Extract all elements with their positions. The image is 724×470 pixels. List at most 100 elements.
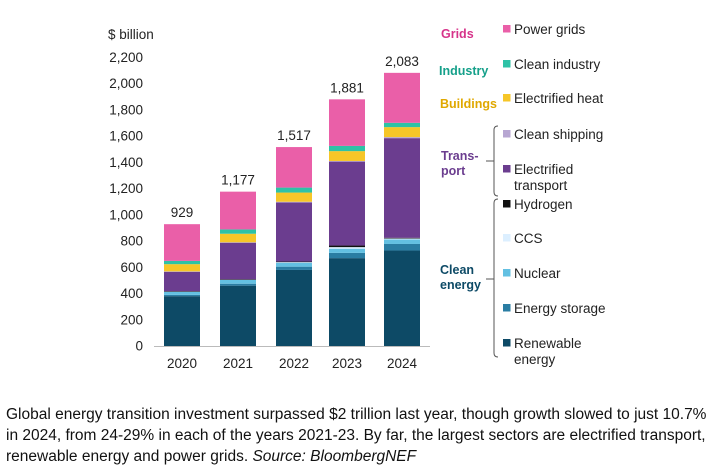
y-axis: 0 200 400 600 800 1,000 1,200 1,400 1,600 1,800 2,…: [109, 50, 143, 354]
bar-segment-hydrogen-2022: [276, 261, 312, 263]
bar-segment-transport-2024: [384, 138, 420, 238]
legend-swatch-nuclear: [503, 269, 511, 277]
bar-segment-heat-2021: [220, 233, 256, 243]
chart-caption: Global energy transition investment surp…: [6, 404, 718, 467]
y-tick-label: 600: [120, 260, 143, 275]
y-tick-label: 1,400: [109, 155, 143, 170]
x-tick-label: 2022: [279, 356, 309, 371]
legend-label-ccs: CCS: [514, 231, 543, 246]
bar-segment-grids-2021: [220, 191, 256, 230]
bar-segment-hydrogen-2021: [220, 279, 256, 280]
bar-segment-nuclear-2020: [164, 291, 200, 295]
bar-segment-industry-2020: [164, 260, 200, 265]
bar-segment-industry-2021: [220, 229, 256, 234]
bar-segment-nuclear-2021: [220, 279, 256, 284]
bar-segment-grids-2022: [276, 147, 312, 188]
bar-segment-heat-2024: [384, 127, 420, 138]
legend-swatch-heat: [503, 94, 511, 102]
y-tick-label: 0: [135, 339, 143, 354]
y-tick-label: 1,000: [109, 207, 143, 222]
bar-segment-shipping-2024: [384, 137, 420, 139]
bar-segment-storage-2021: [220, 283, 256, 286]
y-tick-label: 2,200: [109, 50, 143, 65]
x-tick-label: 2020: [167, 356, 197, 371]
stacked-bar-chart: $ billion 0 200 400 600 800 1,000 1,200 1,400 1,…: [108, 22, 606, 371]
bar-segment-renewable-2024: [384, 250, 420, 346]
bar-total-label: 1,881: [330, 80, 364, 95]
legend-swatch-ccs: [503, 234, 511, 242]
group-label-clean: Clean: [440, 263, 474, 277]
bar-segment-transport-2023: [329, 161, 365, 246]
caption-source: Source: BloombergNEF: [252, 448, 417, 465]
y-tick-label: 400: [120, 286, 143, 301]
bar-segment-nuclear-2022: [276, 262, 312, 267]
bar-total-label: 929: [171, 205, 194, 220]
bar-segment-heat-2022: [276, 192, 312, 202]
transport-bracket: [493, 125, 499, 197]
legend-swatch-hydrogen: [503, 200, 511, 208]
group-label-industry: Industry: [439, 64, 488, 78]
bar-segment-shipping-2023: [329, 160, 365, 162]
x-tick-label: 2021: [223, 356, 253, 371]
y-tick-label: 2,000: [109, 76, 143, 91]
bar-segment-hydrogen-2020: [164, 291, 200, 292]
bar-segment-industry-2024: [384, 122, 420, 128]
legend: Power grids Clean industry Electrified hea…: [439, 22, 606, 367]
legend-label-shipping: Clean shipping: [514, 127, 603, 142]
bar-segment-storage-2023: [329, 252, 365, 259]
bar-segment-storage-2022: [276, 266, 312, 270]
y-tick-label: 1,600: [109, 129, 143, 144]
legend-swatch-renewable: [503, 339, 511, 347]
bar-segment-ccs-2024: [384, 238, 420, 240]
legend-label-hydrogen: Hydrogen: [514, 197, 573, 212]
bar-segment-renewable-2023: [329, 258, 365, 346]
clean-energy-bracket: [493, 198, 499, 358]
group-label-grids: Grids: [441, 27, 474, 41]
bar-segment-heat-2023: [329, 151, 365, 161]
bar-segment-shipping-2021: [220, 242, 256, 243]
legend-label-transport: transport: [514, 178, 568, 193]
legend-swatch-storage: [503, 304, 511, 312]
bar-segment-grids-2024: [384, 72, 420, 123]
y-tick-label: 1,200: [109, 181, 143, 196]
legend-label-heat: Electrified heat: [514, 91, 604, 106]
bar-total-label: 2,083: [385, 54, 419, 69]
bar-segment-transport-2020: [164, 271, 200, 292]
y-axis-unit-label: $ billion: [108, 27, 154, 42]
legend-label-storage: Energy storage: [514, 301, 606, 316]
bar-segment-storage-2020: [164, 294, 200, 297]
bar-segment-grids-2023: [329, 99, 365, 146]
bar-segment-renewable-2021: [220, 285, 256, 346]
group-label-transport: Trans-: [441, 149, 479, 163]
bar-segment-transport-2022: [276, 202, 312, 262]
bar-segment-nuclear-2023: [329, 248, 365, 253]
legend-swatch-grids: [503, 25, 511, 33]
bar-segment-transport-2021: [220, 242, 256, 280]
bar-segment-grids-2020: [164, 224, 200, 261]
bar-segment-heat-2020: [164, 264, 200, 272]
bar-segment-hydrogen-2024: [384, 237, 420, 239]
x-axis: 2020 2021 2022 2023 2024: [154, 346, 430, 371]
bar-segment-hydrogen-2023: [329, 245, 365, 248]
bars: [164, 72, 420, 346]
bar-segment-ccs-2023: [329, 247, 365, 249]
bar-segment-renewable-2020: [164, 296, 200, 346]
group-label-buildings: Buildings: [440, 97, 497, 111]
bar-segment-shipping-2020: [164, 271, 200, 272]
y-tick-label: 800: [120, 234, 143, 249]
bar-segment-nuclear-2024: [384, 239, 420, 244]
legend-swatch-industry: [503, 60, 511, 68]
legend-label-nuclear: Nuclear: [514, 266, 561, 281]
bar-total-label: 1,177: [221, 173, 255, 188]
bar-segment-renewable-2022: [276, 269, 312, 346]
bar-segment-industry-2023: [329, 145, 365, 152]
group-label-transport: port: [441, 164, 466, 178]
bar-segment-industry-2022: [276, 187, 312, 193]
total-labels: 929 1,177 1,517 1,881 2,083: [171, 54, 419, 220]
x-tick-label: 2024: [387, 356, 418, 371]
x-tick-label: 2023: [332, 356, 362, 371]
legend-label-transport: Electrified: [514, 162, 573, 177]
legend-swatch-transport: [503, 165, 511, 173]
legend-label-industry: Clean industry: [514, 57, 601, 72]
y-tick-label: 200: [120, 312, 143, 327]
